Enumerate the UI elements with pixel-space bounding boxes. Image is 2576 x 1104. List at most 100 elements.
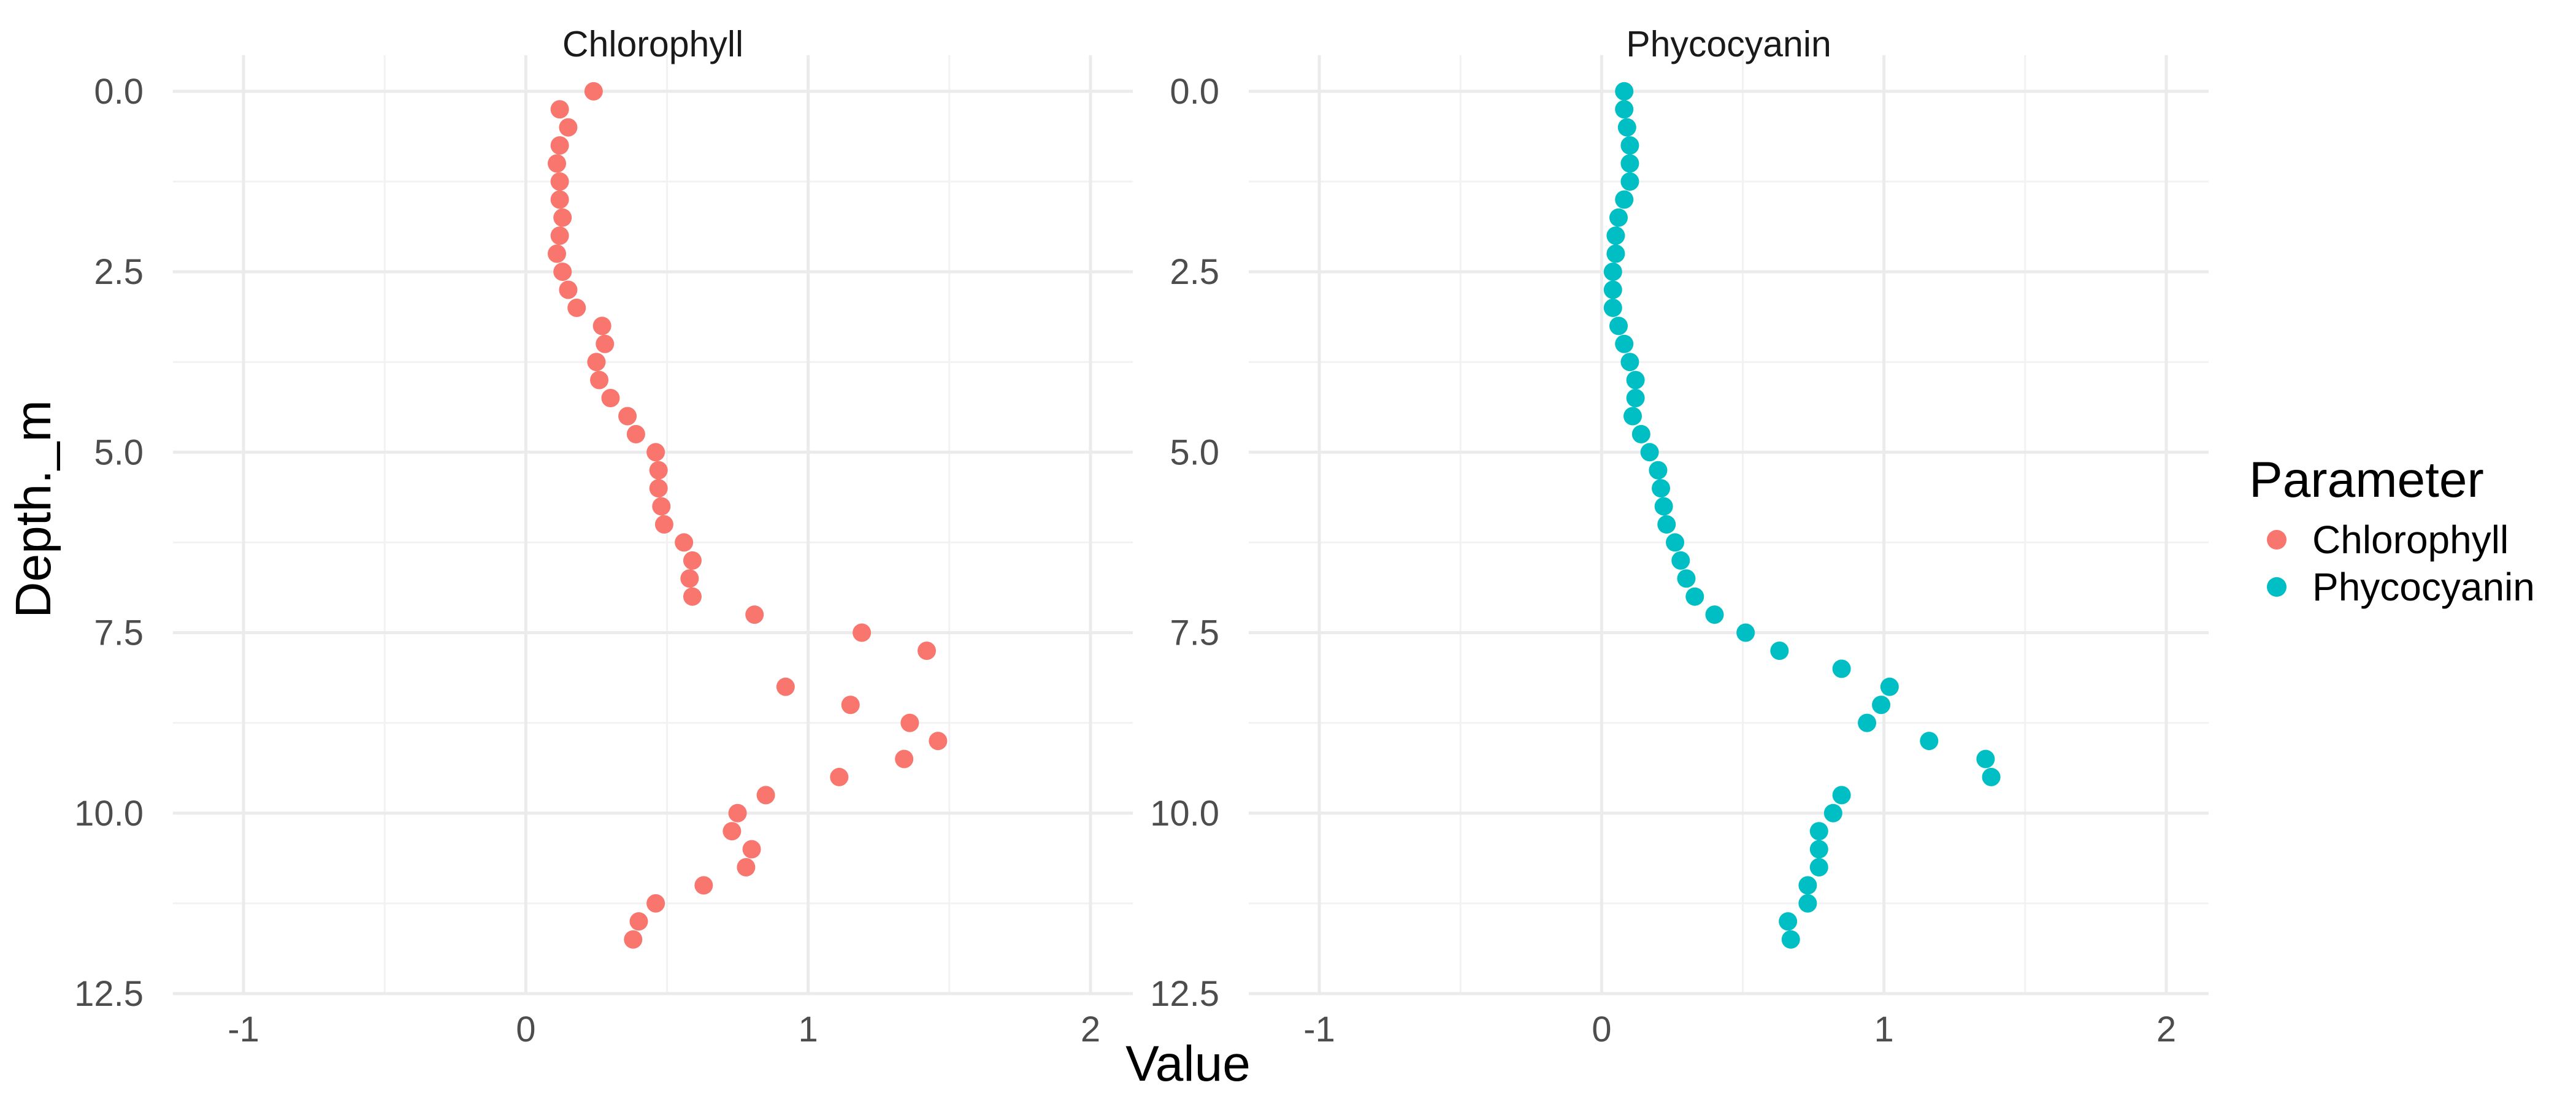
data-point <box>756 786 775 805</box>
data-point <box>1606 244 1625 263</box>
data-point <box>559 280 578 299</box>
data-point <box>1705 605 1724 624</box>
data-point <box>745 605 764 624</box>
data-point <box>1736 623 1755 642</box>
data-point <box>1620 172 1639 191</box>
data-point <box>550 100 569 119</box>
panel-1: Phycocyanin 0.0 2.5 5.0 7.5 10.0 12.5 -1 0 1 2 <box>1150 24 2209 1049</box>
data-point <box>590 370 609 389</box>
data-point <box>1779 912 1798 931</box>
y-tick-label: 10.0 <box>1150 794 1219 834</box>
data-point <box>723 822 742 841</box>
data-point <box>1832 786 1851 805</box>
data-point <box>737 858 756 877</box>
data-point <box>694 876 713 895</box>
data-point <box>1617 118 1636 137</box>
major-grid <box>1249 55 2209 995</box>
data-point <box>1770 641 1789 660</box>
data-point <box>929 732 948 751</box>
data-point <box>1615 100 1634 119</box>
data-point <box>1858 713 1877 732</box>
x-tick-label: 0 <box>516 1010 535 1049</box>
legend-label: Chlorophyll <box>2312 518 2509 562</box>
x-tick-label: 1 <box>1874 1010 1894 1049</box>
data-point <box>1606 226 1625 245</box>
data-point <box>1649 461 1668 480</box>
panel-0: Chlorophyll 0.0 2.5 5.0 7.5 10.0 12.5 -1 0 1 2 <box>74 24 1133 1049</box>
data-point <box>776 677 795 696</box>
data-point <box>587 353 606 372</box>
data-point <box>680 569 699 588</box>
data-point <box>1654 497 1673 516</box>
data-point <box>1603 280 1622 299</box>
data-point <box>584 82 603 101</box>
data-point <box>1626 389 1645 408</box>
data-point <box>646 894 665 913</box>
data-point <box>1657 515 1676 534</box>
x-axis-title: Value <box>1125 1036 1251 1092</box>
data-point <box>1809 840 1828 859</box>
data-point <box>728 803 747 822</box>
data-point <box>1626 370 1645 389</box>
x-tick-label: 2 <box>2156 1010 2176 1049</box>
data-points <box>548 82 948 949</box>
data-point <box>1832 659 1851 678</box>
data-point <box>1631 424 1650 443</box>
data-point <box>596 334 615 353</box>
data-point <box>550 226 569 245</box>
data-point <box>900 713 919 732</box>
data-point <box>1781 930 1800 949</box>
facet-title: Phycocyanin <box>1626 24 1831 64</box>
data-point <box>683 551 702 570</box>
data-point <box>1603 298 1622 317</box>
data-point <box>567 298 586 317</box>
legend-key <box>2267 530 2287 550</box>
legend-title: Parameter <box>2249 452 2484 508</box>
data-point <box>550 190 569 209</box>
data-point <box>1685 587 1704 606</box>
y-tick-label: 12.5 <box>1150 974 1219 1014</box>
major-grid <box>173 55 1133 995</box>
data-point <box>1620 353 1639 372</box>
x-tick-label: 1 <box>799 1010 818 1049</box>
data-point <box>553 263 572 282</box>
data-point <box>652 497 671 516</box>
data-point <box>742 840 761 859</box>
data-point <box>675 533 694 552</box>
data-point <box>1609 316 1628 335</box>
x-tick-label: 0 <box>1592 1010 1611 1049</box>
data-point <box>1880 677 1899 696</box>
data-point <box>1976 749 1995 769</box>
y-axis-title: Depth._m <box>6 400 61 618</box>
data-point <box>654 515 673 534</box>
data-point <box>1823 803 1842 822</box>
data-point <box>646 443 665 462</box>
y-tick-label: 5.0 <box>94 432 144 472</box>
data-point <box>1620 136 1639 155</box>
data-point <box>1615 334 1634 353</box>
x-tick-label: -1 <box>228 1010 259 1049</box>
data-point <box>853 623 872 642</box>
y-tick-label: 12.5 <box>74 974 144 1014</box>
data-point <box>553 208 572 227</box>
data-point <box>1615 190 1634 209</box>
data-point <box>1609 208 1628 227</box>
data-point <box>841 696 860 715</box>
data-point <box>895 749 914 769</box>
data-point <box>917 641 936 660</box>
y-tick-label: 2.5 <box>1170 252 1219 292</box>
y-tick-label: 0.0 <box>94 72 144 112</box>
data-point <box>1982 767 2001 786</box>
y-tick-label: 10.0 <box>74 794 144 834</box>
data-point <box>1809 858 1828 877</box>
x-tick-label: -1 <box>1303 1010 1335 1049</box>
data-point <box>1872 696 1891 715</box>
data-point <box>548 244 566 263</box>
data-point <box>548 154 566 173</box>
minor-grid <box>173 55 1133 994</box>
data-point <box>683 587 702 606</box>
data-point <box>1677 569 1696 588</box>
